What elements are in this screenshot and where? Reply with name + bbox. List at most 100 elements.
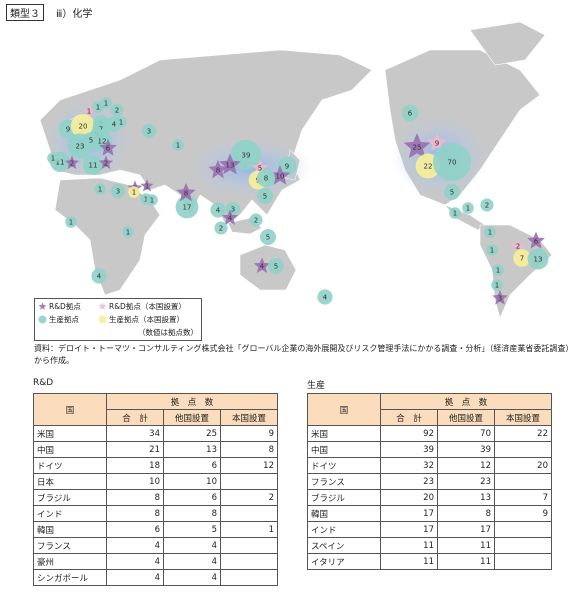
table-cell: 25 (163, 425, 221, 442)
table-caption: 生産 (307, 381, 326, 391)
table-cell: フランス (307, 473, 381, 490)
marker-star (140, 179, 154, 192)
marker-circle (141, 123, 157, 139)
table-cell: 4 (163, 569, 221, 586)
badge: 類型３ (6, 4, 44, 21)
marker-circle (484, 226, 496, 238)
marker-circle (492, 264, 504, 276)
table-row: ブラジル 8 6 2 (33, 489, 278, 506)
table-cell: 17 (380, 505, 438, 522)
legend-item: 生産拠点 (38, 314, 98, 325)
table-cell: 23 (380, 473, 438, 490)
marker-star (221, 209, 239, 225)
table-cell: 12 (437, 457, 495, 474)
marker-circle (38, 315, 47, 324)
table-row: フランス 23 23 (307, 473, 552, 490)
marker-label: 5 (263, 193, 267, 201)
legend-item: R&D拠点 (38, 301, 98, 312)
marker-circle (259, 228, 277, 246)
marker-label: 5 (450, 189, 454, 197)
marker-circle (462, 202, 474, 214)
marker-label: 8 (264, 175, 268, 183)
table-cell: 中国 (307, 441, 381, 458)
marker-circle (91, 268, 107, 284)
table-cell: 4 (106, 553, 164, 570)
legend-icon (98, 315, 107, 324)
table-cell (494, 473, 552, 490)
marker-label: 1 (69, 219, 73, 227)
marker-label: 5 (266, 234, 270, 242)
marker-circle (443, 183, 461, 201)
marker-star (99, 138, 117, 156)
table-row: 日本 10 10 (33, 473, 278, 490)
marker-label: 1 (466, 205, 470, 213)
marker-label: 11 (89, 162, 98, 170)
header-cell: 本国設置 (220, 409, 278, 426)
marker-label: 17 (183, 204, 192, 212)
table-cell: 92 (380, 425, 438, 442)
marker-label: 22 (424, 163, 433, 171)
marker-label: 3 (116, 188, 120, 196)
marker-label: 5 (274, 263, 278, 271)
world-map: 2592270651121162713131391385910985311784… (39, 21, 553, 319)
table-cell: 12 (220, 457, 278, 474)
marker-label: 9 (66, 126, 70, 134)
legend-item: 生産拠点（本国設置） (98, 314, 198, 325)
table-cell: 4 (106, 569, 164, 586)
header-row: 国拠 点 数 (307, 393, 552, 426)
table-row: ブラジル 20 13 7 (307, 489, 552, 506)
marker-circle (486, 244, 498, 256)
table-row: フランス 4 4 (33, 537, 278, 554)
marker-label: 1 (495, 282, 499, 290)
marker-circle (175, 195, 199, 219)
marker-label: 6 (408, 110, 413, 118)
marker-label: 1 (98, 186, 102, 194)
marker-circle (491, 279, 503, 291)
table-cell: 4 (163, 553, 221, 570)
table-row: スペイン 11 11 (307, 537, 552, 554)
table-cell: 8 (437, 505, 495, 522)
marker-circle (70, 113, 96, 139)
marker-label: 4 (97, 273, 102, 281)
legend-item: R&D拠点（本国設置） (98, 301, 198, 312)
table-cell (220, 505, 278, 522)
table-cell (494, 553, 552, 570)
table-row: 中国 39 39 (307, 441, 552, 458)
table-cell (494, 521, 552, 538)
marker-circle (267, 257, 285, 275)
table-cell: ブラジル (33, 489, 107, 506)
marker-star (253, 257, 271, 273)
markers: 2592270651121162713131391385910985311784… (47, 97, 549, 305)
marker-label: 20 (79, 123, 88, 131)
marker-label: 1 (490, 247, 494, 255)
marker-label: 4 (228, 215, 233, 223)
table-cell: インド (307, 521, 381, 538)
table-cell: フランス (33, 537, 107, 554)
marker-label: 1 (496, 267, 500, 275)
table-cell: 韓国 (33, 521, 107, 538)
marker-star (527, 231, 545, 249)
marker-label: 1 (96, 104, 100, 112)
table-cell: 豪州 (33, 553, 107, 570)
marker-circle (47, 152, 59, 164)
marker-label: 6 (534, 238, 539, 246)
table-caption: R&D (33, 378, 54, 388)
marker-label: 3 (147, 128, 151, 136)
marker-label: 3 (231, 206, 235, 214)
marker-circle (449, 207, 461, 219)
marker-circle (98, 315, 107, 324)
marker-label: 2 (219, 225, 223, 233)
marker-label: 8 (184, 190, 188, 198)
marker-circle (115, 116, 127, 128)
legend-icon (38, 315, 47, 324)
table-cell: ドイツ (33, 457, 107, 474)
table-cell: 22 (494, 425, 552, 442)
header-cell: 他国設置 (437, 409, 495, 426)
header-cell: 合 計 (106, 409, 164, 426)
table-cell: 6 (106, 521, 164, 538)
table-cell: 6 (163, 489, 221, 506)
production-table: 国拠 点 数合 計他国設置 本国設置 米国 92 70 22 中国 39 39 ドイツ 32 12 20… (307, 393, 552, 570)
table-cell: 34 (106, 425, 164, 442)
table-cell: 11 (437, 553, 495, 570)
